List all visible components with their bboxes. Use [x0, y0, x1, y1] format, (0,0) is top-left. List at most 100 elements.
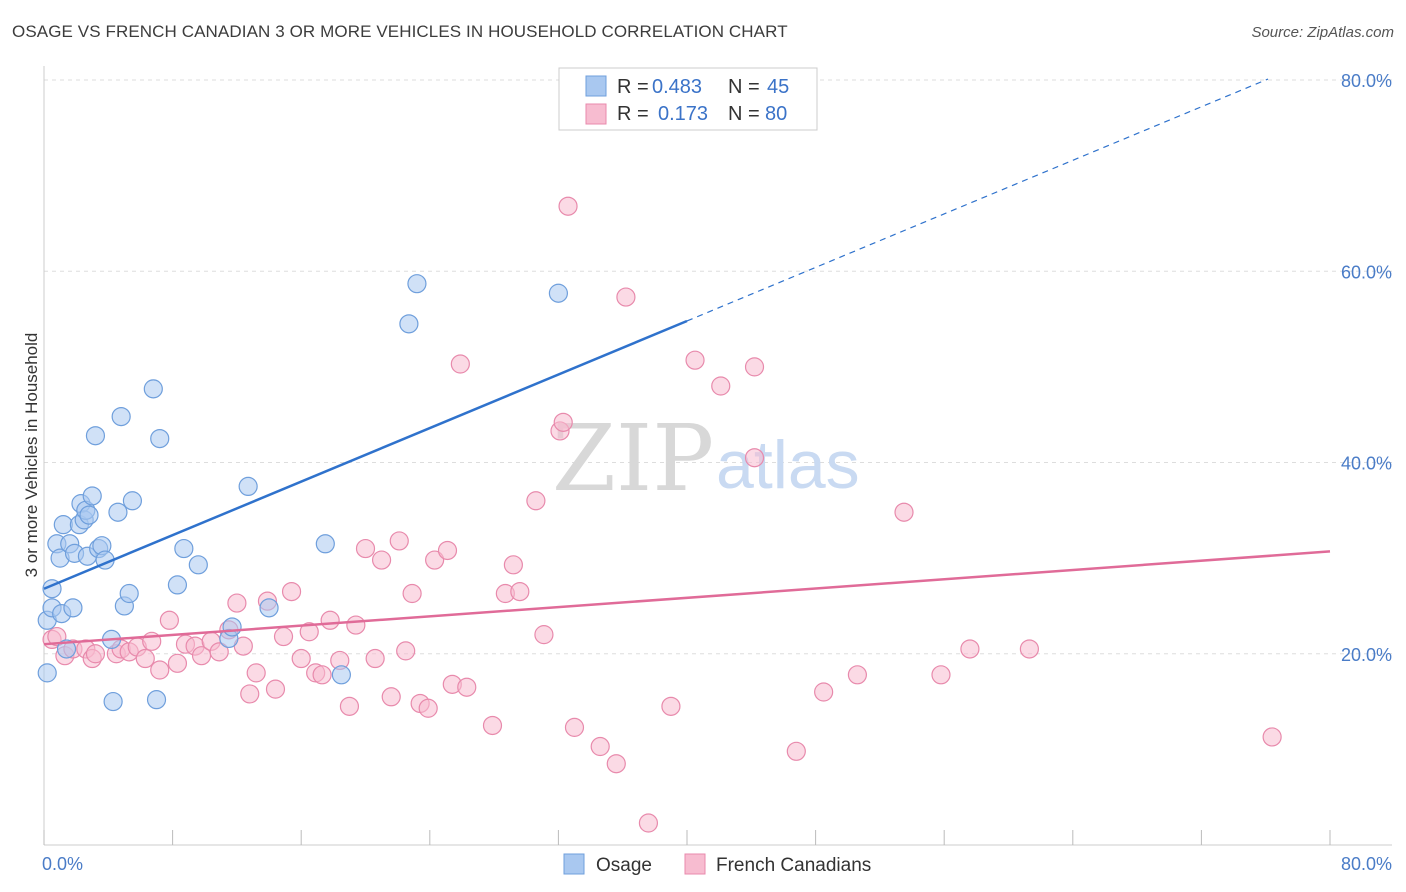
osage-point-10 [63, 598, 83, 618]
french-point-27 [265, 679, 286, 699]
french-point-31 [299, 622, 319, 642]
grid-lines [44, 79, 1392, 655]
french-point-52 [482, 715, 503, 736]
legend-r-value-french: 0.173 [658, 103, 708, 125]
y-tick-label-1: 40.0% [1341, 454, 1392, 474]
x-tick-labels: 0.0% 80.0% [42, 854, 1392, 874]
french-point-33 [312, 665, 332, 685]
y-tick-label-3: 80.0% [1341, 71, 1392, 91]
french-point-56 [526, 491, 546, 511]
french-point-62 [590, 736, 610, 757]
french-point-37 [346, 615, 366, 635]
bottom-legend-swatch-osage [563, 853, 585, 875]
watermark-atlas: atlas [716, 427, 860, 503]
watermark-zip: ZIP [552, 405, 714, 512]
french-point-15 [167, 653, 188, 673]
french-point-67 [685, 350, 705, 370]
french-point-14 [159, 610, 179, 630]
osage-point-19 [85, 426, 106, 446]
osage-point-43 [407, 274, 427, 294]
french-point-69 [744, 357, 765, 377]
osage-trend-extension [686, 78, 1269, 322]
bottom-legend-osage: Osage [596, 855, 652, 876]
french-point-60 [558, 196, 578, 216]
osage-trend-line [43, 319, 688, 590]
french-point-78 [1262, 727, 1282, 747]
french-point-38 [355, 538, 376, 559]
french-point-63 [606, 754, 626, 774]
french-point-6 [85, 644, 106, 664]
french-point-57 [534, 625, 554, 645]
french-point-29 [281, 581, 302, 602]
french-point-13 [150, 660, 170, 680]
french-point-47 [425, 550, 445, 570]
french-point-75 [931, 665, 951, 685]
osage-points [37, 274, 569, 712]
trend-lines [43, 78, 1331, 646]
legend-n-value-osage: 45 [767, 76, 789, 98]
french-point-73 [847, 665, 867, 685]
legend-n-label-osage: N = [728, 76, 760, 98]
french-point-61 [564, 717, 585, 737]
osage-point-30 [143, 379, 163, 399]
french-canadians-points [42, 196, 1282, 833]
source-label: Source: ZipAtlas.com [1251, 24, 1394, 41]
french-point-42 [389, 531, 409, 551]
osage-point-25 [108, 502, 128, 522]
legend-r-value-osage: 0.483 [652, 76, 702, 98]
osage-point-7 [53, 515, 73, 535]
stats-legend: R = 0.483 N = 45 R = 0.173 N = 80 [558, 67, 818, 131]
french-point-68 [711, 376, 731, 396]
osage-point-26 [111, 407, 131, 427]
legend-swatch-osage [585, 75, 607, 97]
osage-point-33 [167, 575, 188, 595]
osage-point-37 [222, 617, 242, 637]
french-point-25 [246, 663, 266, 683]
french-trend-line [43, 550, 1331, 646]
french-point-46 [418, 698, 438, 718]
series-legend: Osage French Canadians [563, 853, 871, 876]
osage-point-44 [548, 283, 569, 303]
french-point-22 [227, 593, 247, 613]
french-point-70 [744, 448, 765, 468]
chart-title: OSAGE VS FRENCH CANADIAN 3 OR MORE VEHIC… [12, 22, 788, 41]
legend-n-label-french: N = [728, 103, 760, 125]
french-point-30 [291, 648, 311, 669]
french-point-77 [1019, 639, 1039, 659]
y-tick-labels: 20.0% 40.0% 60.0% 80.0% [1341, 71, 1392, 665]
french-point-59 [553, 412, 573, 432]
french-point-20 [209, 642, 229, 662]
french-point-65 [638, 813, 659, 833]
osage-point-35 [188, 555, 208, 575]
osage-point-41 [331, 665, 351, 685]
osage-point-18 [82, 486, 102, 506]
bottom-legend-swatch-french [684, 853, 706, 875]
french-point-11 [135, 648, 155, 669]
french-point-66 [661, 696, 681, 716]
osage-point-28 [119, 583, 139, 604]
osage-point-38 [238, 476, 258, 497]
osage-point-31 [146, 690, 167, 710]
y-tick-label-2: 60.0% [1341, 262, 1392, 282]
osage-point-32 [150, 428, 170, 449]
x-tick-label-0: 0.0% [42, 854, 83, 874]
y-axis-label: 3 or more Vehicles in Household [22, 333, 41, 578]
french-point-39 [365, 648, 385, 669]
x-tick-label-1: 80.0% [1341, 854, 1392, 874]
osage-point-17 [79, 505, 99, 525]
french-point-50 [450, 354, 470, 374]
osage-point-1 [37, 663, 57, 683]
legend-swatch-french [585, 103, 607, 125]
french-point-36 [339, 696, 360, 716]
osage-point-42 [399, 314, 419, 334]
french-point-64 [616, 287, 636, 307]
french-point-28 [273, 626, 294, 647]
french-point-74 [894, 502, 914, 522]
french-point-48 [437, 540, 458, 561]
osage-point-8 [56, 639, 77, 659]
y-tick-label-0: 20.0% [1341, 645, 1392, 665]
french-point-51 [457, 677, 477, 697]
french-point-54 [503, 555, 523, 575]
french-point-55 [510, 581, 530, 602]
